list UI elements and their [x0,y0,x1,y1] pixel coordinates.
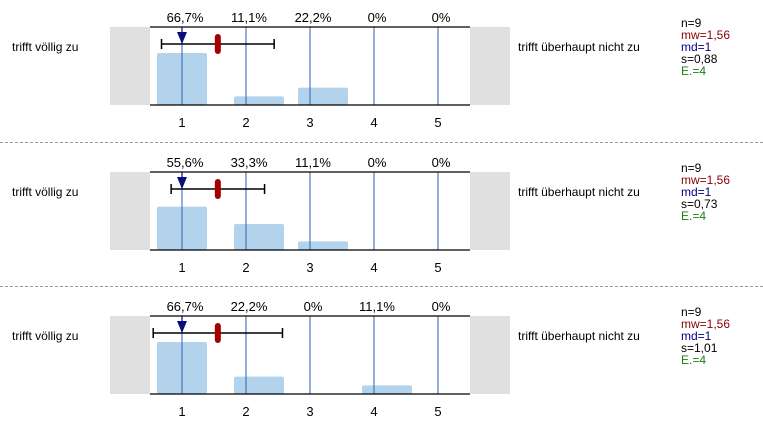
stat-abstentions: E.=4 [681,353,707,367]
percent-label-1: 66,7% [167,299,204,314]
tick-label-2: 2 [242,404,249,419]
right-scale-label: trifft überhaupt nicht zu [518,40,640,54]
bar-3 [298,241,348,250]
right-scale-label: trifft überhaupt nicht zu [518,185,640,199]
stat-sd: s=0,73 [681,197,718,211]
percent-label-3: 11,1% [295,155,331,170]
tick-label-3: 3 [306,404,313,419]
stat-median: md=1 [681,185,712,199]
bar-2 [234,96,284,105]
percent-label-5: 0% [432,155,451,170]
tick-label-4: 4 [370,260,377,275]
left-side-box [110,316,150,394]
stat-n: n=9 [681,305,702,319]
percent-label-4: 11,1% [359,299,395,314]
bar-2 [234,376,284,394]
left-side-box [110,172,150,250]
right-side-box [470,27,510,105]
stat-sd: s=1,01 [681,341,718,355]
tick-label-4: 4 [370,115,377,130]
chart-3: 66,7% 22,2% 0% 11,1% 0% 1 2 3 4 5 [110,299,510,419]
median-marker [177,177,187,189]
stat-n: n=9 [681,16,702,30]
tick-label-1: 1 [178,404,185,419]
percent-label-4: 0% [368,155,387,170]
percent-label-1: 55,6% [167,155,204,170]
stat-mean: mw=1,56 [681,173,731,187]
percent-label-1: 66,7% [167,10,204,25]
percent-label-5: 0% [432,299,451,314]
percent-label-2: 22,2% [231,299,268,314]
bar-2 [234,224,284,250]
stat-median: md=1 [681,40,712,54]
stats-panel: n=9 mw=1,56 md=1 s=1,01 E.=4 [681,306,730,366]
tick-label-2: 2 [242,115,249,130]
dashed-separator-1 [0,142,763,143]
tick-label-3: 3 [306,260,313,275]
tick-label-5: 5 [434,260,441,275]
stat-mean: mw=1,56 [681,28,731,42]
tick-label-2: 2 [242,260,249,275]
stat-mean: mw=1,56 [681,317,731,331]
percent-label-2: 33,3% [231,155,268,170]
tick-label-5: 5 [434,115,441,130]
stat-abstentions: E.=4 [681,209,707,223]
percent-label-4: 0% [368,10,387,25]
bar-4 [362,385,412,394]
question-block-1: 66,7% 11,1% 22,2% 0% 0% 1 2 3 4 5 trifft völlig z… [0,0,763,140]
stat-median: md=1 [681,329,712,343]
percent-label-2: 11,1% [231,10,267,25]
chart-1: 66,7% 11,1% 22,2% 0% 0% 1 2 3 4 5 [110,10,510,130]
dashed-separator-2 [0,286,763,287]
mean-marker [214,179,221,199]
mean-marker [214,34,221,54]
tick-label-4: 4 [370,404,377,419]
stats-panel: n=9 mw=1,56 md=1 s=0,73 E.=4 [681,162,730,222]
tick-label-1: 1 [178,115,185,130]
percent-label-3: 22,2% [295,10,332,25]
question-block-2: 55,6% 33,3% 11,1% 0% 0% 1 2 3 4 5 trifft völlig z… [0,145,763,285]
tick-label-1: 1 [178,260,185,275]
right-scale-label: trifft überhaupt nicht zu [518,329,640,343]
left-scale-label: trifft völlig zu [12,40,79,54]
percent-label-3: 0% [304,299,323,314]
left-scale-label: trifft völlig zu [12,185,79,199]
chart-2: 55,6% 33,3% 11,1% 0% 0% 1 2 3 4 5 [110,155,510,275]
bar-3 [298,87,348,105]
stat-sd: s=0,88 [681,52,718,66]
right-side-box [470,172,510,250]
left-side-box [110,27,150,105]
stat-abstentions: E.=4 [681,64,707,78]
left-scale-label: trifft völlig zu [12,329,79,343]
tick-label-3: 3 [306,115,313,130]
stat-n: n=9 [681,161,702,175]
tick-label-5: 5 [434,404,441,419]
median-marker [177,32,187,44]
percent-label-5: 0% [432,10,451,25]
mean-marker [214,323,221,343]
stats-panel: n=9 mw=1,56 md=1 s=0,88 E.=4 [681,17,730,77]
right-side-box [470,316,510,394]
question-block-3: 66,7% 22,2% 0% 11,1% 0% 1 2 3 4 5 trifft völlig z… [0,289,763,429]
median-marker [177,321,187,333]
